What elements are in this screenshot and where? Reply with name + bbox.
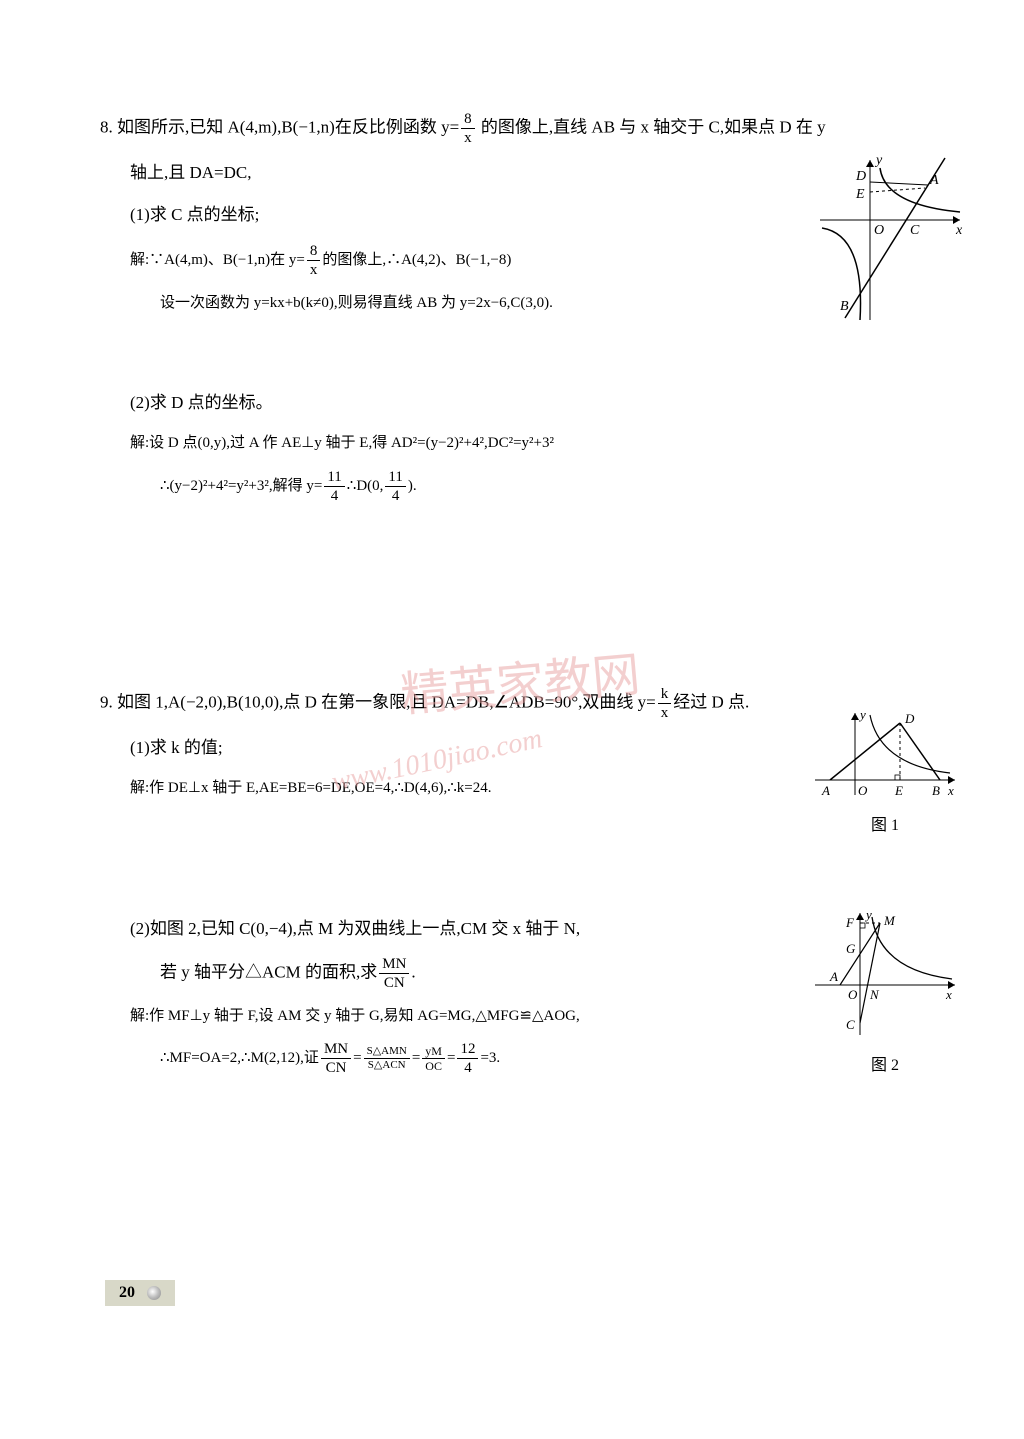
p9-figure2: y x F M G A O N C 图 2	[810, 905, 960, 1075]
point-C: C	[910, 223, 920, 238]
svg-text:y: y	[858, 707, 866, 722]
p9-sol2-2: ∴MF=OA=2,∴M(2,12),证MNCN=S△AMNS△ACN=yMOC=…	[100, 1040, 920, 1077]
p8-part2: (2)求 D 点的坐标。	[100, 387, 920, 419]
p9-part2-1: (2)如图 2,已知 C(0,−4),点 M 为双曲线上一点,CM 交 x 轴于…	[100, 913, 920, 945]
p9-part2-2: 若 y 轴平分△ACM 的面积,求MNCN.	[100, 955, 920, 992]
text: ∴MF=OA=2,∴M(2,12),证	[160, 1050, 319, 1066]
point-O: O	[874, 223, 884, 238]
svg-text:C: C	[846, 1017, 855, 1032]
p8-sol2-1: 解:设 D 点(0,y),过 A 作 AE⊥y 轴于 E,得 AD²=(y−2)…	[100, 429, 920, 458]
svg-text:A: A	[829, 969, 838, 984]
p9-figure1: y x D A O E B 图 1	[810, 705, 960, 835]
page-number-value: 20	[119, 1284, 135, 1301]
fraction: 8x	[461, 110, 475, 147]
fraction: 8x	[307, 242, 321, 279]
p8-stem-1: 8. 如图所示,已知 A(4,m),B(−1,n)在反比例函数 y=8x 的图像…	[100, 110, 920, 147]
fraction: 114	[385, 468, 405, 505]
point-E: E	[855, 187, 865, 202]
svg-text:x: x	[945, 987, 952, 1002]
text: =3.	[480, 1050, 500, 1066]
p9-part1: (1)求 k 的值;	[100, 732, 920, 764]
text: 9. 如图 1,A(−2,0),B(10,0),点 D 在第一象限,且 DA=D…	[100, 692, 656, 711]
page-number: 20	[105, 1280, 175, 1306]
text: 的图像上,直线 AB 与 x 轴交于 C,如果点 D 在 y	[477, 117, 826, 136]
text: 8. 如图所示,已知 A(4,m),B(−1,n)在反比例函数 y=	[100, 117, 459, 136]
problem-8: 8. 如图所示,已知 A(4,m),B(−1,n)在反比例函数 y=8x 的图像…	[100, 110, 920, 505]
svg-text:x: x	[947, 783, 954, 798]
p8-svg: y x D E A O C B	[810, 150, 970, 330]
text: 若 y 轴平分△ACM 的面积,求	[160, 962, 377, 981]
text: 的图像上,∴A(4,2)、B(−1,−8)	[322, 252, 511, 268]
p9-fig2-svg: y x F M G A O N C	[810, 905, 960, 1045]
point-D: D	[855, 169, 866, 184]
fraction: 114	[324, 468, 344, 505]
svg-text:y: y	[864, 907, 872, 922]
fig2-caption: 图 2	[810, 1051, 960, 1075]
fig1-caption: 图 1	[810, 811, 960, 835]
svg-text:O: O	[848, 987, 858, 1002]
p8-figure: y x D E A O C B	[810, 150, 970, 330]
axis-x-label: x	[955, 223, 963, 238]
svg-text:G: G	[846, 941, 856, 956]
text: ).	[408, 478, 417, 494]
fraction: S△AMNS△ACN	[364, 1045, 410, 1072]
p8-sol1-2: 设一次函数为 y=kx+b(k≠0),则易得直线 AB 为 y=2x−6,C(3…	[100, 289, 920, 318]
p8-part1: (1)求 C 点的坐标;	[100, 199, 920, 231]
point-A: A	[929, 173, 939, 188]
text: .	[411, 962, 415, 981]
fraction: MNCN	[321, 1040, 351, 1077]
fraction: yMOC	[422, 1044, 445, 1074]
p8-stem-2: 轴上,且 DA=DC,	[100, 157, 920, 189]
fraction: MNCN	[379, 955, 409, 992]
p9-fig1-svg: y x D A O E B	[810, 705, 960, 805]
text: ∴D(0,	[347, 478, 384, 494]
text: =	[447, 1050, 455, 1066]
axis-y-label: y	[874, 153, 883, 168]
p9-sol2-1: 解:作 MF⊥y 轴于 F,设 AM 交 y 轴于 G,易知 AG=MG,△MF…	[100, 1002, 920, 1031]
svg-text:F: F	[845, 915, 855, 930]
fraction: 124	[457, 1040, 478, 1077]
problem-9: 精英家教网 www.1010jiao.com 9. 如图 1,A(−2,0),B…	[100, 685, 920, 1078]
text: 经过 D 点.	[673, 692, 749, 711]
text: =	[412, 1050, 420, 1066]
svg-text:D: D	[904, 711, 915, 726]
p9-sol1: 解:作 DE⊥x 轴于 E,AE=BE=6=DE,OE=4,∴D(4,6),∴k…	[100, 774, 920, 803]
svg-text:A: A	[821, 783, 830, 798]
fraction: kx	[658, 685, 672, 722]
text: =	[353, 1050, 361, 1066]
svg-text:M: M	[883, 913, 896, 928]
point-B: B	[840, 299, 849, 314]
svg-text:O: O	[858, 783, 868, 798]
svg-text:E: E	[894, 783, 903, 798]
p8-sol1-1: 解:∵A(4,m)、B(−1,n)在 y=8x的图像上,∴A(4,2)、B(−1…	[100, 242, 920, 279]
p9-stem: 9. 如图 1,A(−2,0),B(10,0),点 D 在第一象限,且 DA=D…	[100, 685, 920, 722]
svg-text:B: B	[932, 783, 940, 798]
svg-text:N: N	[869, 987, 880, 1002]
p8-sol2-2: ∴(y−2)²+4²=y²+3²,解得 y=114∴D(0,114).	[100, 468, 920, 505]
text: ∴(y−2)²+4²=y²+3²,解得 y=	[160, 478, 322, 494]
text: 解:∵A(4,m)、B(−1,n)在 y=	[130, 252, 305, 268]
